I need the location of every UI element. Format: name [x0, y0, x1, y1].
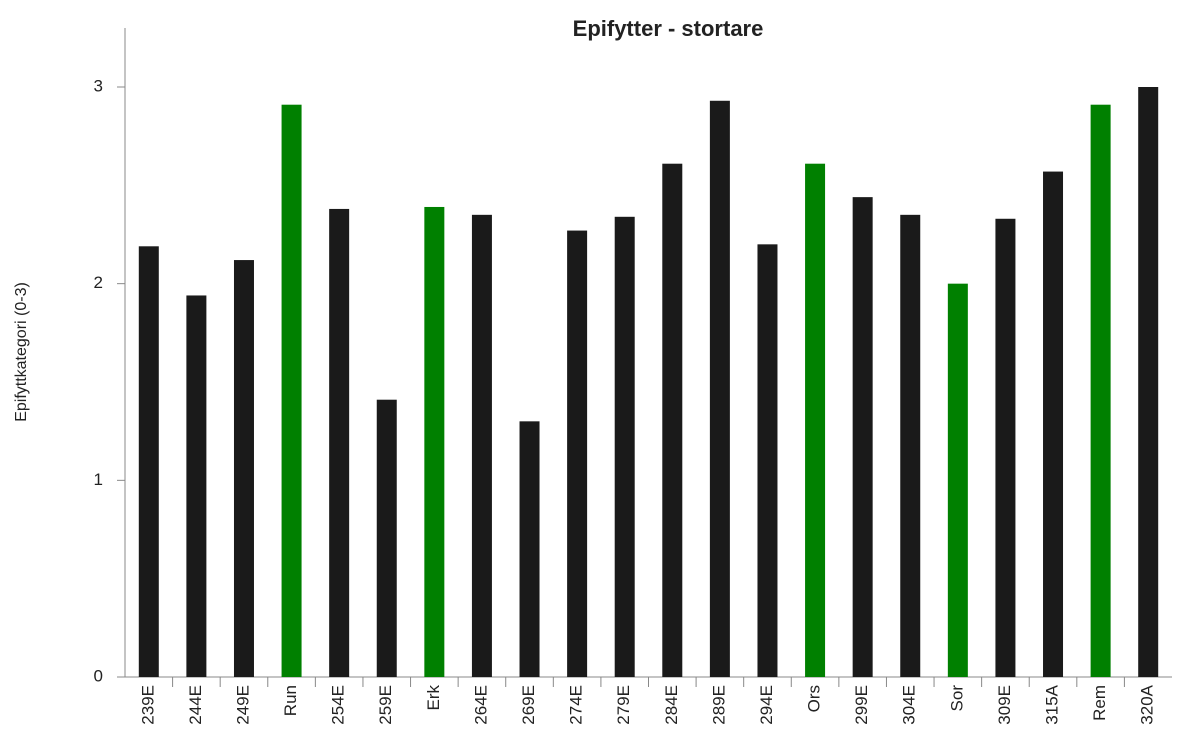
x-tick-label: 249E [233, 685, 252, 725]
x-tick-label: 239E [138, 685, 157, 725]
x-tick-label: 299E [852, 685, 871, 725]
x-tick-label: 254E [329, 685, 348, 725]
x-tick-label: 320A [1138, 684, 1157, 724]
bar [138, 246, 159, 678]
bar [519, 421, 540, 677]
x-tick-label: Run [281, 685, 300, 716]
bar [186, 295, 207, 677]
y-tick-label: 3 [94, 76, 103, 95]
bar [852, 197, 873, 677]
bar [1138, 87, 1159, 677]
x-tick-label: 294E [757, 685, 776, 725]
bar [614, 216, 635, 678]
x-tick-label: 309E [995, 685, 1014, 725]
bar [233, 260, 254, 677]
bar [1090, 104, 1111, 677]
bar [805, 163, 826, 677]
x-tick-label: 264E [471, 685, 490, 725]
x-tick-label: 274E [567, 685, 586, 725]
bar [471, 214, 492, 678]
bar [281, 104, 302, 677]
x-tick-label: Erk [424, 685, 443, 711]
bar [900, 214, 921, 678]
y-tick-label: 2 [94, 273, 103, 292]
bar [995, 218, 1016, 677]
bar [329, 208, 350, 677]
bar [757, 244, 778, 678]
bar [1043, 171, 1064, 678]
x-tick-label: 284E [662, 685, 681, 725]
bar [424, 206, 445, 677]
chart-title: Epifytter - stortare [573, 16, 764, 41]
y-tick-label: 0 [94, 666, 103, 685]
y-tick-label: 1 [94, 470, 103, 489]
bar [567, 230, 588, 678]
x-tick-label: Ors [805, 685, 824, 712]
bar [376, 399, 397, 677]
x-tick-label: 304E [900, 685, 919, 725]
x-tick-label: 259E [376, 685, 395, 725]
bar [662, 163, 683, 677]
x-tick-label: 269E [519, 685, 538, 725]
x-tick-label: 289E [709, 685, 728, 725]
bar [947, 283, 968, 677]
x-tick-label: Sor [947, 685, 966, 712]
y-axis-label: Epifyttkategori (0-3) [13, 282, 30, 422]
x-tick-label: 279E [614, 685, 633, 725]
x-tick-label: Rem [1090, 685, 1109, 721]
x-tick-label: 244E [186, 685, 205, 725]
bar [709, 100, 730, 678]
x-tick-label: 315A [1043, 684, 1062, 724]
